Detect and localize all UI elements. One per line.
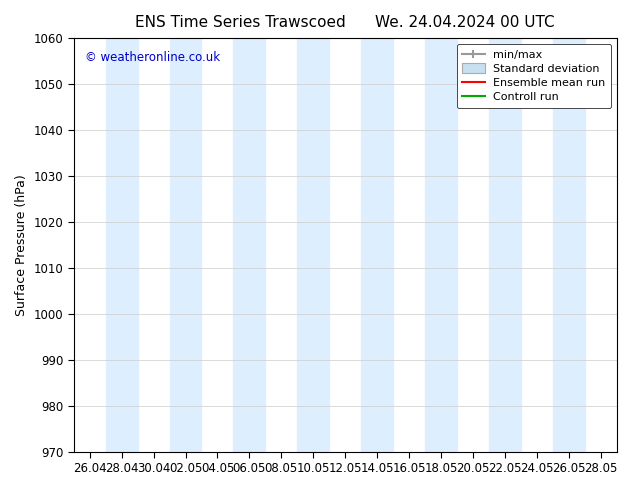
Bar — [425, 38, 457, 452]
Y-axis label: Surface Pressure (hPa): Surface Pressure (hPa) — [15, 174, 28, 316]
Bar — [169, 38, 202, 452]
Legend: min/max, Standard deviation, Ensemble mean run, Controll run: min/max, Standard deviation, Ensemble me… — [456, 44, 611, 108]
Bar — [297, 38, 329, 452]
Bar — [233, 38, 266, 452]
Bar — [489, 38, 521, 452]
Title: ENS Time Series Trawscoed      We. 24.04.2024 00 UTC: ENS Time Series Trawscoed We. 24.04.2024… — [136, 15, 555, 30]
Text: © weatheronline.co.uk: © weatheronline.co.uk — [84, 50, 220, 64]
Bar — [361, 38, 393, 452]
Bar — [553, 38, 585, 452]
Bar — [106, 38, 138, 452]
